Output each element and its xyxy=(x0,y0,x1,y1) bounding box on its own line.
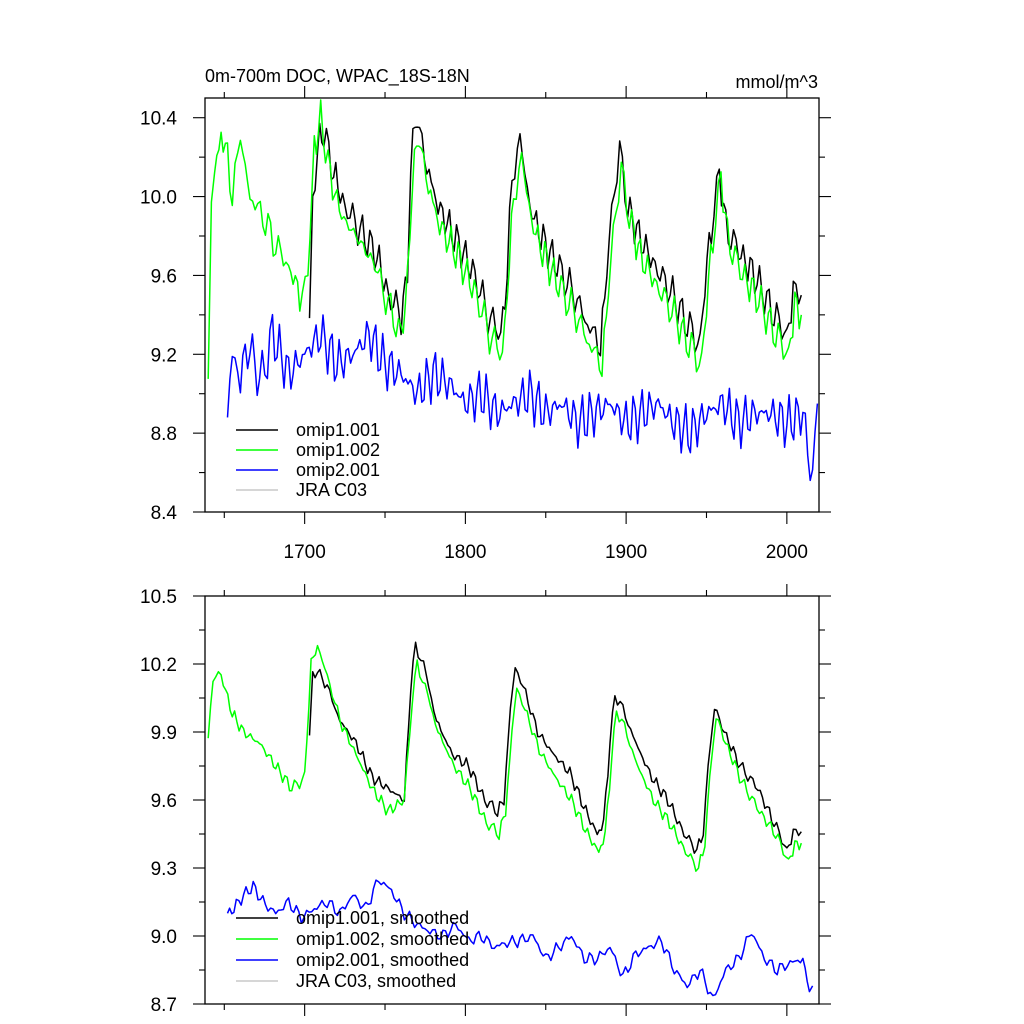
y-tick-label: 8.4 xyxy=(151,503,178,524)
legend-label: omip1.002, smoothed xyxy=(296,929,469,949)
y-tick-label: 9.0 xyxy=(151,927,177,948)
bottom-series-group xyxy=(207,641,814,997)
top-chart-title: 0m-700m DOC, WPAC_18S-18N xyxy=(205,66,470,87)
y-tick-label: 9.6 xyxy=(151,791,177,812)
series-line-omip1-002-smoothed xyxy=(207,644,803,872)
series-line-omip2-001 xyxy=(226,313,819,482)
y-tick-label: 10.5 xyxy=(140,587,177,608)
top-plot-frame xyxy=(204,97,820,513)
y-tick-label: 10.4 xyxy=(140,109,177,130)
legend-label: omip2.001 xyxy=(296,460,380,480)
top-panel: 0m-700m DOC, WPAC_18S-18N mmol/m^3 8.48.… xyxy=(140,66,831,563)
y-tick-label: 10.0 xyxy=(140,188,177,209)
top-chart-units: mmol/m^3 xyxy=(736,72,818,92)
legend-label: omip1.002 xyxy=(296,440,380,460)
y-tick-label: 8.8 xyxy=(151,424,177,445)
bottom-panel: 8.7 9.0 9.3 9.6 9.9 10.2 10.5 omip1.001, smoot… xyxy=(140,584,831,1016)
y-tick-label: 8.7 xyxy=(151,995,177,1016)
top-y-axis: 8.4 8.8 9.2 9.6 10.0 10.4 xyxy=(140,109,831,524)
series-line-omip1-001-smoothed xyxy=(308,641,802,854)
legend-label: JRA C03, smoothed xyxy=(296,971,456,991)
legend-label: JRA C03 xyxy=(296,480,367,500)
x-tick-label: 2000 xyxy=(766,542,808,563)
legend-label: omip1.001 xyxy=(296,420,380,440)
legend-label: omip2.001, smoothed xyxy=(296,950,469,970)
bottom-x-axis xyxy=(223,584,788,1016)
y-tick-label: 9.2 xyxy=(151,345,177,366)
y-tick-label: 9.3 xyxy=(151,859,177,880)
x-tick-label: 1800 xyxy=(444,542,486,563)
y-tick-label: 10.2 xyxy=(140,655,177,676)
top-series-group xyxy=(207,99,819,482)
bottom-y-axis: 8.7 9.0 9.3 9.6 9.9 10.2 10.5 xyxy=(140,587,831,1016)
x-tick-label: 1900 xyxy=(605,542,647,563)
series-line-omip1-001 xyxy=(308,122,803,357)
y-tick-label: 9.9 xyxy=(151,723,177,744)
series-line-omip2-001-smoothed xyxy=(226,879,814,997)
top-x-axis: 1700 1800 1900 2000 xyxy=(223,86,808,563)
x-tick-label: 1700 xyxy=(284,542,326,563)
series-line-omip1-002 xyxy=(207,99,803,379)
legend-label: omip1.001, smoothed xyxy=(296,908,469,928)
y-tick-label: 9.6 xyxy=(151,266,177,287)
